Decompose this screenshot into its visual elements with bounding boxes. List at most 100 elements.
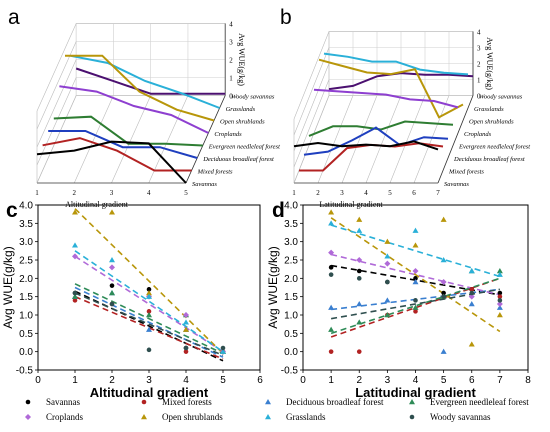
y-tick-label: 1.0 (284, 311, 298, 322)
point-mixed-forests (356, 349, 362, 354)
series-label-woody-savannas: Woody savannas (479, 94, 523, 101)
point-grasslands (146, 293, 152, 299)
x-tick-label: 1 (292, 189, 296, 197)
z-tick-label: 0 (229, 93, 233, 101)
legend-label-croplands: Croplands (46, 412, 83, 422)
point-croplands (109, 264, 115, 271)
point-mixed-forests (413, 309, 418, 314)
point-woody-savannas (469, 290, 475, 296)
point-woody-savannas (497, 298, 503, 303)
panel-label-d: d (272, 199, 285, 222)
y-tick-label: 1.5 (19, 292, 33, 303)
wall-gridline (293, 31, 330, 120)
series-label-woody-savannas: Woody savannas (231, 94, 275, 101)
series-line-open-shrublands (318, 58, 464, 119)
y-tick-label: 4.0 (284, 201, 298, 212)
z-tick-label: 1 (229, 75, 233, 83)
series-label-mixed-forests: Mixed forests (197, 169, 233, 176)
x-tick-label: 4 (183, 375, 189, 386)
point-open-shrublands (356, 216, 363, 222)
point-open-shrublands (109, 209, 115, 215)
legend-label-grasslands: Grasslands (286, 412, 326, 422)
y-tick-label: 3.0 (284, 237, 298, 248)
wall-gridline (36, 41, 77, 130)
point-woody-savannas (146, 347, 152, 353)
z-tick-label: 3 (477, 45, 481, 53)
point-mixed-forests (497, 294, 503, 299)
point-evergreen-needleleaf-forest (496, 268, 503, 274)
legend-label-mixed-forests: Mixed forests (162, 397, 212, 407)
floor-gridline (413, 95, 450, 184)
point-croplands (468, 293, 475, 300)
series-line-grasslands (323, 52, 469, 76)
trendline-deciduous-broadleaf-forest (74, 286, 224, 358)
y-tick-label: -0.5 (16, 366, 34, 377)
point-open-shrublands (72, 209, 78, 215)
x-tick-label: 3 (340, 189, 344, 197)
x-tick-label: 3 (385, 375, 391, 386)
wall-gridline (293, 79, 330, 168)
x-tick-label: 6 (412, 189, 416, 197)
trendline-open-shrublands (74, 208, 224, 355)
legend-marker-grasslands (265, 414, 271, 420)
point-croplands (440, 279, 447, 285)
point-mixed-forests (469, 287, 475, 292)
x-tick-label: 5 (441, 375, 447, 386)
x-tick-label: 1 (328, 375, 334, 386)
series-line-evergreen-needleleaf-forest (53, 115, 203, 147)
depth-axis (437, 95, 474, 184)
legend-marker-savannas (25, 399, 31, 405)
legend-label-open-shrublands: Open shrublands (162, 412, 223, 422)
point-grasslands (440, 257, 447, 263)
x-tick-label: 8 (525, 375, 531, 386)
point-croplands (412, 268, 419, 274)
point-open-shrublands (412, 242, 419, 248)
y-tick-label: 0.0 (284, 347, 298, 358)
series-line-mixed-forests (42, 137, 192, 172)
point-grasslands (183, 319, 189, 325)
point-savannas (413, 276, 418, 281)
trendline-open-shrublands (330, 217, 501, 333)
x-tick-label: 5 (220, 375, 226, 386)
point-grasslands (412, 227, 419, 233)
x-tick-label: 1 (72, 375, 78, 386)
point-savannas (441, 290, 446, 296)
y-tick-label: -0.5 (281, 366, 299, 377)
z-tick-label: 2 (229, 57, 233, 65)
panel-label-c: c (6, 199, 18, 222)
point-deciduous-broadleaf-forest (496, 304, 503, 310)
point-evergreen-needleleaf-forest (384, 312, 391, 318)
point-croplands (328, 249, 335, 256)
point-savannas (356, 268, 362, 274)
legend-marker-open-shrublands (141, 414, 147, 420)
y-tick-label: 2.5 (284, 256, 298, 267)
series-label-croplands: Croplands (464, 131, 492, 138)
point-grasslands (356, 227, 363, 233)
point-mixed-forests (328, 349, 334, 354)
floor-gridline (111, 95, 151, 184)
legend-label-woody-savannas: Woody savannas (430, 412, 491, 422)
wall-gridline (293, 63, 330, 152)
y-tick-label: 0.0 (19, 347, 33, 358)
legend: Savannas Mixed forests Deciduous broadleaf… (25, 397, 529, 422)
trendline-woody-savannas (74, 292, 224, 357)
z-tick-label: 3 (229, 39, 233, 47)
y-tick-label: 0.5 (284, 329, 298, 340)
series-line-grasslands (70, 54, 220, 109)
x-tick-label: 0 (300, 375, 306, 386)
series-line-croplands (59, 85, 209, 134)
point-deciduous-broadleaf-forest (412, 279, 419, 285)
series-line-evergreen-needleleaf-forest (308, 120, 454, 137)
y-tick-label: 3.5 (284, 219, 298, 230)
point-evergreen-needleleaf-forest (146, 312, 152, 318)
y-tick-label: 1.0 (19, 311, 33, 322)
point-open-shrublands (384, 238, 391, 244)
y-tick-label: 4.0 (19, 201, 33, 212)
legend-label-evergreen-needleleaf-forest: Evergreen needleleaf forest (430, 397, 529, 407)
legend-marker-croplands (25, 414, 31, 420)
y-tick-label: 1.5 (284, 292, 298, 303)
panel-label-a: a (8, 6, 20, 29)
z-tick-label: 4 (477, 29, 481, 37)
